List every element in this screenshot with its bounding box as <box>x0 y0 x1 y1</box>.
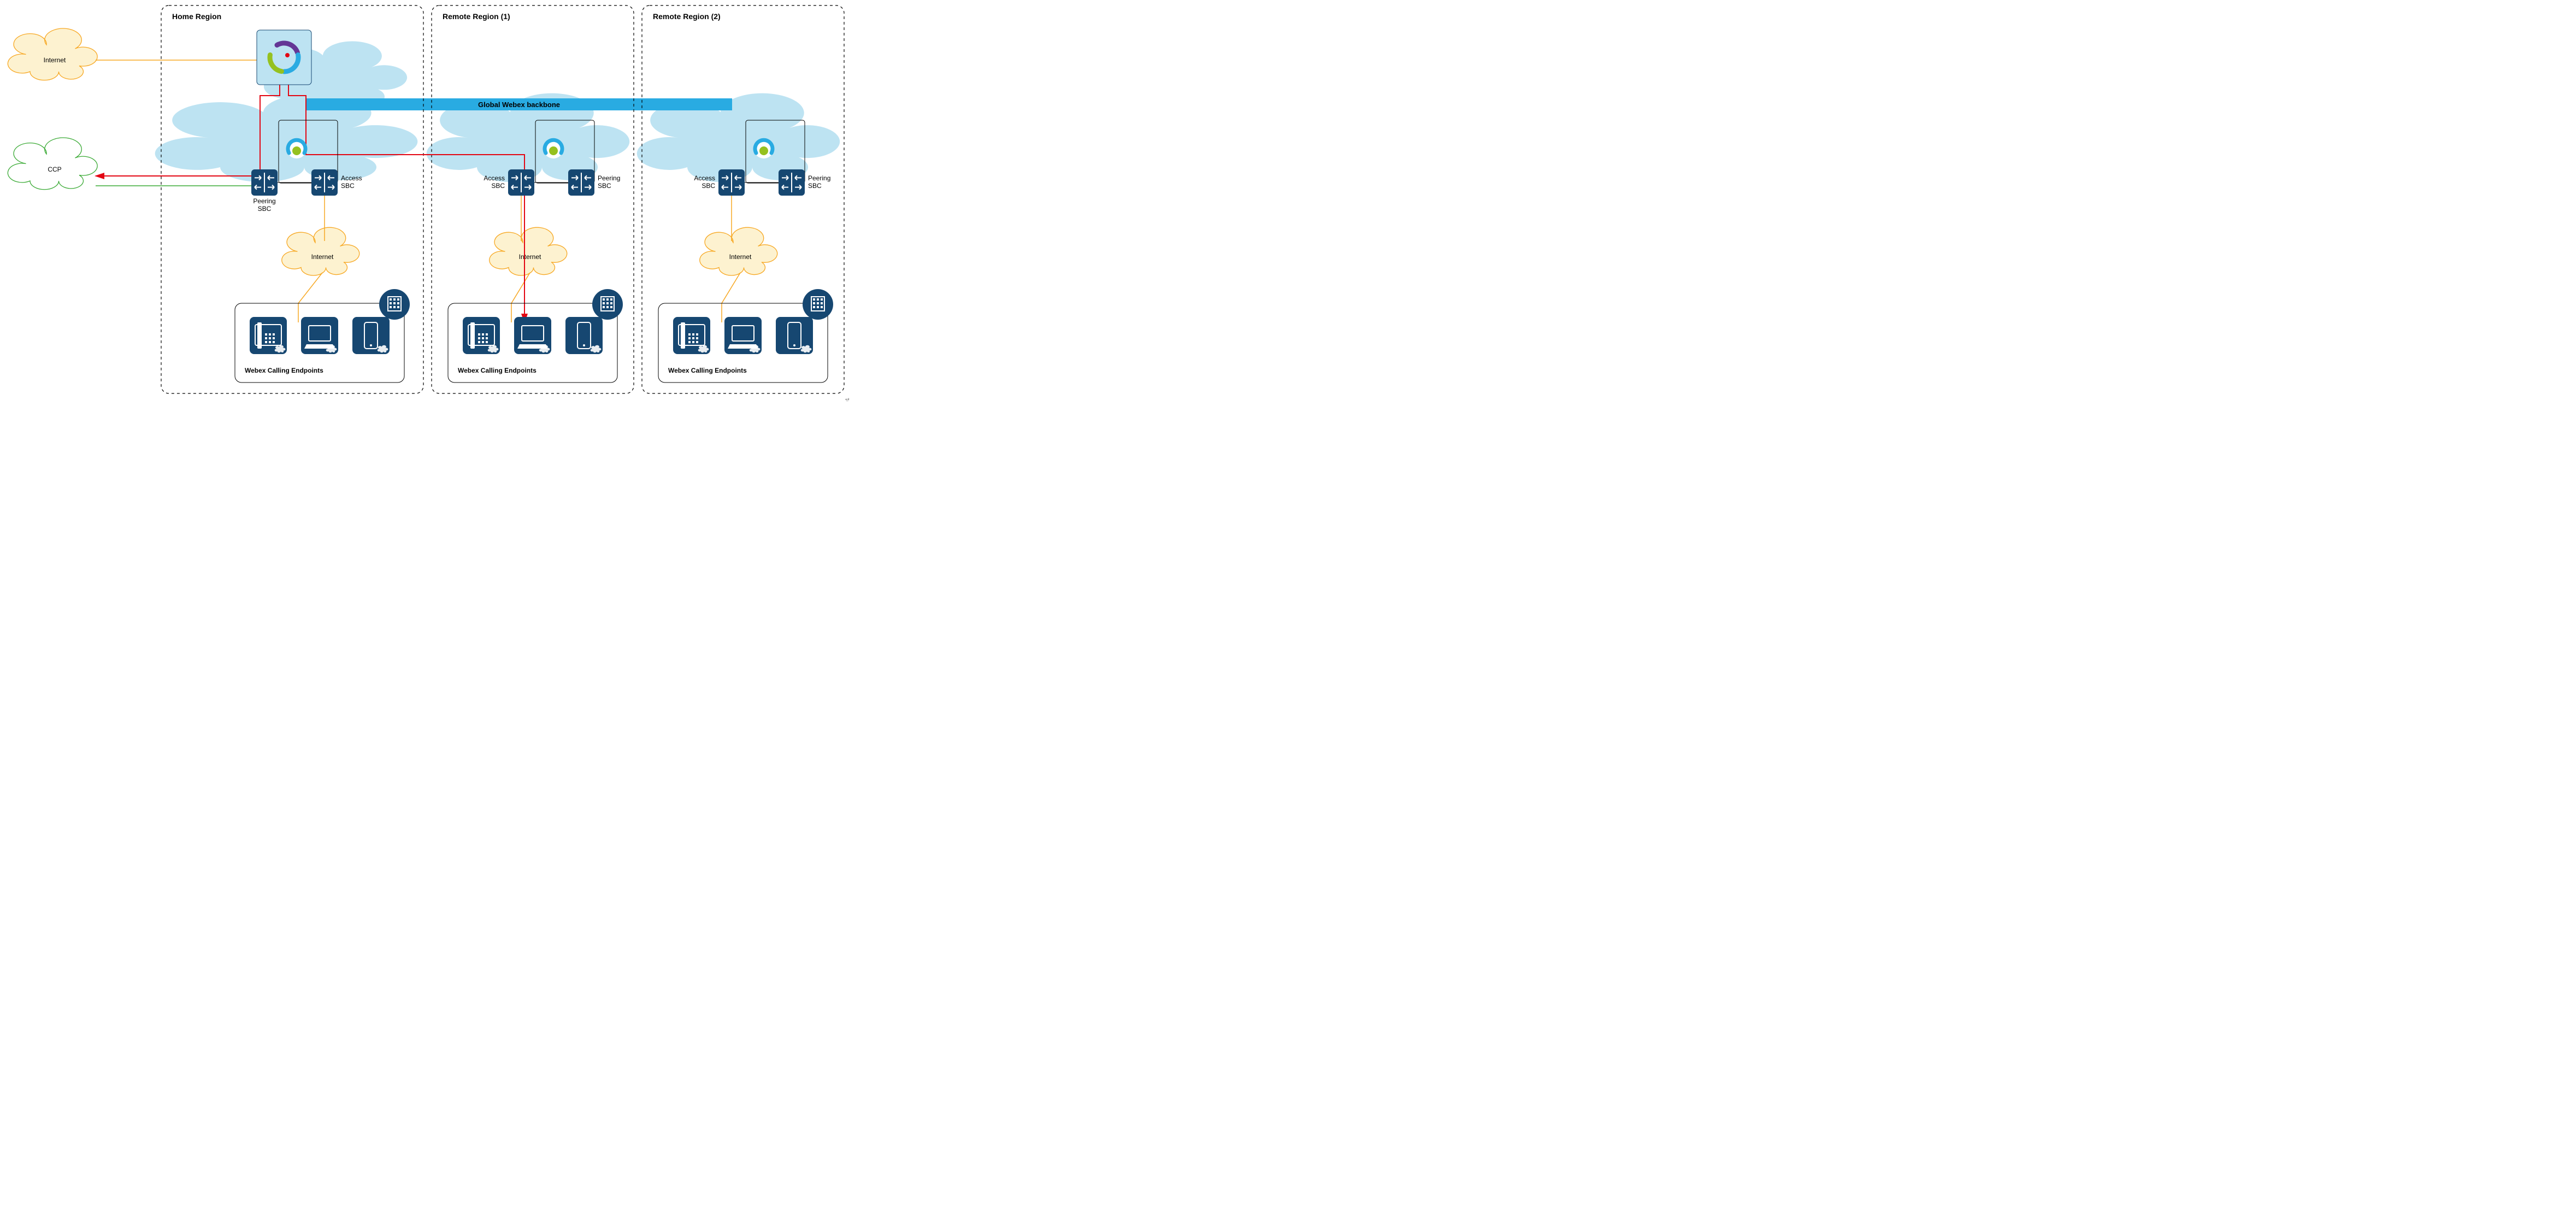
device-mobile-icon <box>352 317 390 354</box>
endpoints-label-home: Webex Calling Endpoints <box>245 367 323 374</box>
webex-orb-core <box>549 146 558 155</box>
internet-cloud-home <box>282 227 359 275</box>
device-laptop-icon <box>724 317 762 354</box>
path-2 <box>298 273 322 322</box>
sbc-icon <box>251 169 278 196</box>
internet-cloud-remote1 <box>490 227 567 275</box>
internet-cloud-label-remote2: Internet <box>729 253 752 261</box>
network-diagram: Global Webex backbone Home Region Remote R… <box>0 0 852 401</box>
sbc-label-remote1-peering: PeeringSBC <box>598 174 620 190</box>
device-phone-icon <box>463 317 500 354</box>
image-id: 461491 <box>845 398 850 401</box>
path-6 <box>722 273 740 322</box>
webex-orb-core <box>292 146 301 155</box>
device-phone-icon <box>673 317 710 354</box>
control-hub-dot <box>285 53 290 57</box>
region-label-remote2: Remote Region (2) <box>653 12 721 21</box>
global-backbone-label: Global Webex backbone <box>478 101 560 109</box>
sbc-label-home-peering: PeeringSBC <box>253 197 275 213</box>
cloud-label-internet-left: Internet <box>44 56 66 64</box>
sbc-icon <box>718 169 745 196</box>
sbc-icon <box>508 169 534 196</box>
sbc-icon <box>779 169 805 196</box>
control-hub-box <box>257 30 311 85</box>
sbc-label-home-access: AccessSBC <box>341 174 362 190</box>
internet-cloud-label-remote1: Internet <box>519 253 541 261</box>
device-mobile-icon <box>776 317 813 354</box>
endpoints-label-remote2: Webex Calling Endpoints <box>668 367 747 374</box>
sbc-icon <box>568 169 594 196</box>
endpoints-label-remote1: Webex Calling Endpoints <box>458 367 537 374</box>
path-4 <box>511 273 530 322</box>
internet-cloud-label-home: Internet <box>311 253 334 261</box>
sbc-label-remote1-access: AccessSBC <box>484 174 505 190</box>
region-label-home: Home Region <box>172 12 221 21</box>
sbc-icon <box>311 169 338 196</box>
cloud-label-ccp: CCP <box>48 166 61 173</box>
internet-cloud-remote2 <box>700 227 777 275</box>
cloud-ccp <box>8 138 97 190</box>
device-laptop-icon <box>514 317 551 354</box>
sbc-label-remote2-access: AccessSBC <box>694 174 715 190</box>
webex-orb-core <box>759 146 768 155</box>
cloud-internet-left <box>8 28 97 80</box>
sbc-label-remote2-peering: PeeringSBC <box>808 174 830 190</box>
device-laptop-icon <box>301 317 338 354</box>
region-label-remote1: Remote Region (1) <box>443 12 510 21</box>
device-mobile-icon <box>565 317 603 354</box>
device-phone-icon <box>250 317 287 354</box>
